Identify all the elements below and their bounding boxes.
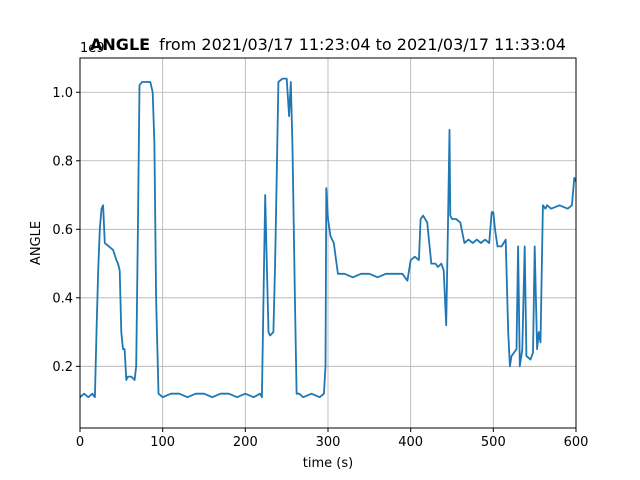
chart-title: ANGLE from 2021/03/17 11:23:04 to 2021/0… [90,35,566,54]
series-line [79,77,577,399]
y-tick-label: 0.8 [52,154,73,169]
x-tick-label: 0 [76,435,84,450]
x-tick-label: 200 [233,435,258,450]
y-tick-label: 0.2 [52,360,73,375]
y-offset-label: 1e9 [80,41,105,56]
x-axis-label: time (s) [303,456,353,471]
chart-title-rest: from 2021/03/17 11:23:04 to 2021/03/17 1… [159,35,566,54]
y-tick-label: 0.6 [52,223,73,238]
y-axis-ticks: 0.2 0.4 0.6 0.8 1.0 [52,86,80,375]
y-tick-label: 0.4 [52,291,73,306]
y-tick-label: 1.0 [52,86,73,101]
x-axis-ticks: 0 100 200 300 400 500 600 [76,428,589,450]
x-tick-label: 300 [316,435,341,450]
chart-title-bold: ANGLE [90,35,150,54]
x-tick-label: 100 [150,435,175,450]
y-axis-label: ANGLE [29,221,44,265]
series-layer [79,77,577,399]
x-tick-label: 400 [398,435,423,450]
x-tick-label: 600 [564,435,589,450]
x-tick-label: 500 [481,435,506,450]
grid-lines [79,58,577,428]
